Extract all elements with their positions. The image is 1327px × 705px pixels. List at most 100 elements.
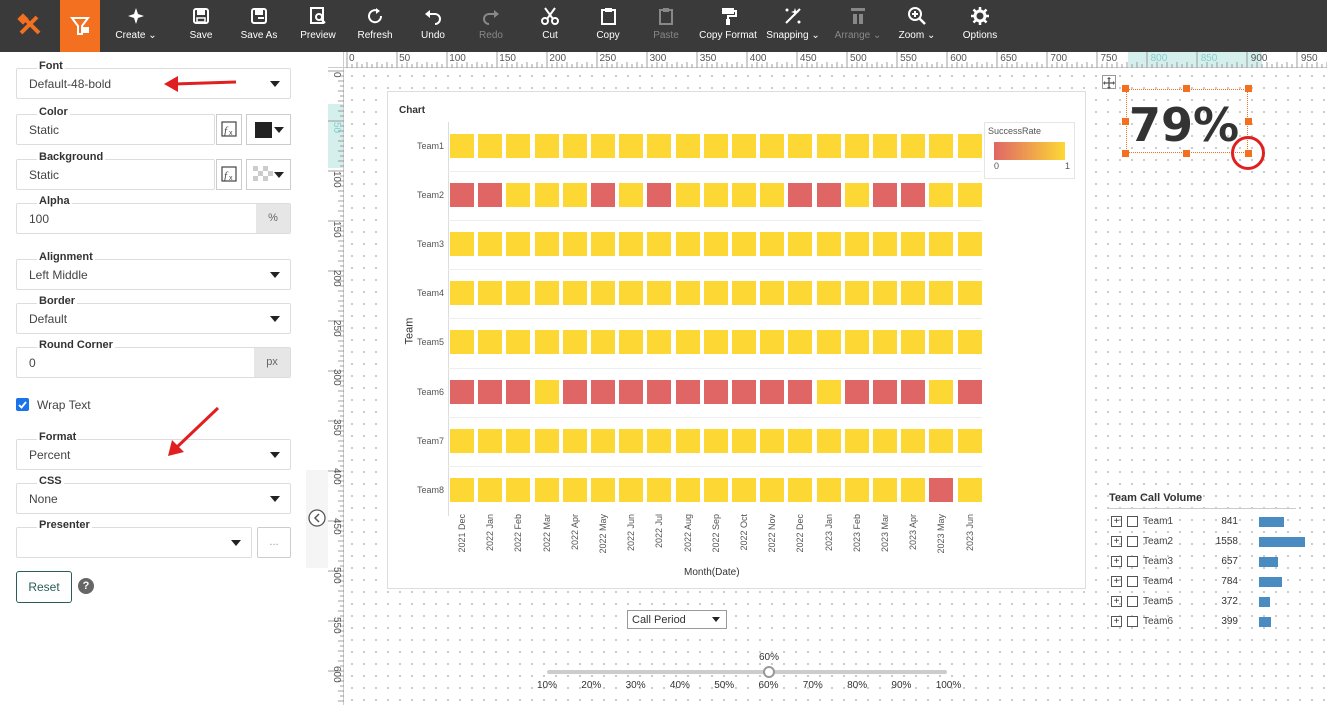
heatmap-cell[interactable] [478,134,503,158]
heatmap-cell[interactable] [929,281,954,306]
heatmap-cell[interactable] [450,330,474,355]
heatmap-cell[interactable] [703,379,728,404]
heatmap-cell[interactable] [506,428,531,453]
heatmap-cell[interactable] [816,183,841,208]
heatmap-cell[interactable] [788,330,813,355]
heatmap-cell[interactable] [619,330,644,355]
heatmap-cell[interactable] [816,281,841,306]
heatmap-cell[interactable] [873,232,897,257]
heatmap-cell[interactable] [788,183,813,208]
heatmap-cell[interactable] [619,477,644,502]
snapping-button[interactable]: Snapping ⌄ [764,0,822,52]
heatmap-cell[interactable] [816,379,841,404]
heatmap-cell[interactable] [957,330,982,355]
background-picker-button[interactable] [246,159,291,190]
heatmap-cell[interactable] [788,232,813,257]
heatmap-cell[interactable] [450,379,474,404]
expand-icon[interactable]: + [1111,616,1122,627]
heatmap-cell[interactable] [816,330,841,355]
heatmap-cell[interactable] [760,379,785,404]
heatmap-cell[interactable] [506,477,531,502]
heatmap-cell[interactable] [732,330,756,355]
percent-slider[interactable]: 60% 10% 20% 30% 40% 50% 60% 70% 80% 90% 100% [537,650,961,695]
border-select[interactable]: Border Default [16,295,291,334]
expand-icon[interactable]: + [1111,516,1122,527]
heatmap-cell[interactable] [901,232,926,257]
heatmap-cell[interactable] [647,477,672,502]
call-period-select[interactable]: Call Period [627,610,727,629]
heatmap-cell[interactable] [703,134,728,158]
save-as-button[interactable]: Save As [236,0,282,52]
heatmap-cell[interactable] [957,232,982,257]
heatmap-cell[interactable] [534,330,559,355]
heatmap-cell[interactable] [619,379,644,404]
heatmap-cell[interactable] [873,477,897,502]
heatmap-cell[interactable] [788,379,813,404]
resize-handle[interactable] [1183,85,1190,92]
heatmap-cell[interactable] [591,477,615,502]
heatmap-cell[interactable] [591,281,615,306]
heatmap-cell[interactable] [675,379,700,404]
heatmap-cell[interactable] [506,134,531,158]
heatmap-cell[interactable] [647,428,672,453]
heatmap-cell[interactable] [732,281,756,306]
heatmap-cell[interactable] [478,183,503,208]
heatmap-cell[interactable] [675,428,700,453]
heatmap-cell[interactable] [901,330,926,355]
resize-handle[interactable] [1183,150,1190,157]
heatmap-cell[interactable] [732,428,756,453]
move-handle-icon[interactable] [1102,75,1116,89]
heatmap-cell[interactable] [873,379,897,404]
heatmap-cell[interactable] [901,477,926,502]
heatmap-cell[interactable] [760,183,785,208]
heatmap-cell[interactable] [562,183,587,208]
preview-button[interactable]: Preview [296,0,340,52]
heatmap-cell[interactable] [816,232,841,257]
heatmap-cell[interactable] [760,330,785,355]
heatmap-cell[interactable] [591,183,615,208]
heatmap-cell[interactable] [562,134,587,158]
heatmap-cell[interactable] [675,281,700,306]
heatmap-cell[interactable] [619,232,644,257]
row-checkbox[interactable] [1127,596,1138,607]
row-checkbox[interactable] [1127,516,1138,527]
collapse-panel-button[interactable] [306,470,328,568]
heatmap-cell[interactable] [844,379,869,404]
heatmap-cell[interactable] [760,477,785,502]
heatmap-cell[interactable] [591,232,615,257]
round-corner-input[interactable]: Round Corner 0 px [16,339,291,378]
heatmap-cell[interactable] [844,477,869,502]
heatmap-cell[interactable] [619,281,644,306]
heatmap-cell[interactable] [534,232,559,257]
heatmap-cell[interactable] [591,330,615,355]
heatmap-cell[interactable] [929,477,954,502]
heatmap-cell[interactable] [478,428,503,453]
copy-format-button[interactable]: Copy Format [697,0,759,52]
heatmap-cell[interactable] [788,428,813,453]
create-button[interactable]: Create ⌄ [112,0,160,52]
heatmap-cell[interactable] [591,428,615,453]
expand-icon[interactable]: + [1111,596,1122,607]
heatmap-cell[interactable] [957,183,982,208]
heatmap-cell[interactable] [675,477,700,502]
heatmap-cell[interactable] [534,281,559,306]
copy-button[interactable]: Copy [590,0,626,52]
heatmap-cell[interactable] [619,183,644,208]
heatmap-cell[interactable] [901,281,926,306]
heatmap-cell[interactable] [929,134,954,158]
heatmap-cell[interactable] [619,428,644,453]
heatmap-cell[interactable] [816,134,841,158]
heatmap-cell[interactable] [901,379,926,404]
heatmap-cell[interactable] [788,134,813,158]
heatmap-cell[interactable] [562,477,587,502]
heatmap-chart[interactable]: Chart Team Month(Date) Team1 Team2 Team3 Te… [387,91,1086,589]
heatmap-cell[interactable] [478,281,503,306]
heatmap-cell[interactable] [647,281,672,306]
heatmap-cell[interactable] [732,134,756,158]
heatmap-cell[interactable] [478,379,503,404]
heatmap-cell[interactable] [562,428,587,453]
heatmap-cell[interactable] [647,379,672,404]
zoom-button[interactable]: Zoom ⌄ [896,0,938,52]
heatmap-cell[interactable] [675,183,700,208]
